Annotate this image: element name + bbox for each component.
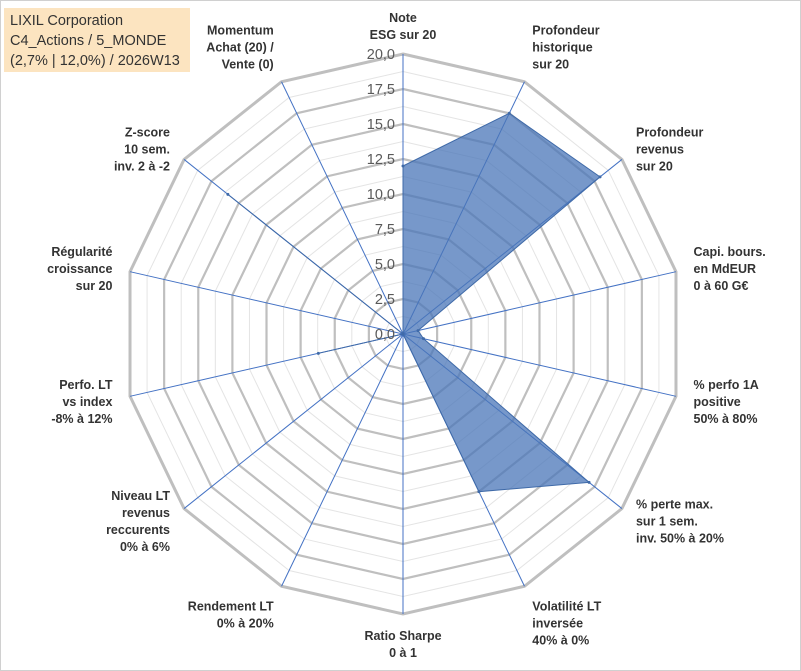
axis-label: % perfo 1A positive 50% à 80% [694,378,759,426]
category-label: C4_Actions / 5_MONDE [10,33,167,49]
data-point [421,337,425,341]
axis-label-line: Achat (20) / [206,41,274,55]
axis-label-line: Capi. bours. [694,245,766,259]
axis-label: Ratio Sharpe 0 à 1 [364,629,441,660]
axis-spoke [402,333,677,397]
axis-spoke [281,81,404,335]
axis-label-line: -8% à 12% [51,412,112,426]
axis-label-line: 0% à 6% [120,540,170,554]
axis-label: Note ESG sur 20 [370,11,437,42]
radar-axis-labels: Note ESG sur 20 Profondeur historique sur 20… [47,11,766,660]
tick-label: 2,5 [375,292,395,308]
axis-label-line: Profondeur [636,126,703,140]
tick-label: 5,0 [375,257,395,273]
axis-label-line: sur 1 sem. [636,514,698,528]
axis-spoke [402,271,677,335]
axis-label: Perfo. LT vs index -8% à 12% [51,378,113,426]
tick-label: 7,5 [375,222,395,238]
axis-label-line: positive [694,395,741,409]
axis-label-line: Note [389,11,417,25]
axis-label-line: Vente (0) [222,58,274,72]
axis-label-line: 40% à 0% [532,633,589,647]
axis-label: Capi. bours. en MdEUR 0 à 60 G€ [694,245,766,293]
chart-title-box: LIXIL Corporation C4_Actions / 5_MONDE (… [4,8,190,72]
data-point [226,192,230,196]
axis-label-line: revenus [636,143,684,157]
axis-label: Profondeur revenus sur 20 [636,126,703,174]
axis-label-line: en MdEUR [694,262,757,276]
axis-label-line: 50% à 80% [694,412,758,426]
axis-label-line: Ratio Sharpe [364,629,441,643]
axis-label-line: Volatilité LT [532,599,601,613]
axis-label: Profondeur historique sur 20 [532,24,599,72]
axis-label: Régularité croissance sur 20 [47,245,112,293]
axis-label-line: Niveau LT [111,489,170,503]
axis-label-line: reccurents [106,523,170,537]
data-point [401,164,405,168]
axis-spoke [281,333,404,587]
axis-label-line: sur 20 [76,279,113,293]
axis-label-line: sur 20 [636,160,673,174]
axis-label-line: 0 à 60 G€ [694,279,749,293]
axis-label: Volatilité LT inversée 40% à 0% [532,599,601,647]
axis-label-line: sur 20 [532,58,569,72]
axis-label-line: Profondeur [532,24,599,38]
axis-label-line: inv. 2 à -2 [114,160,170,174]
axis-label-line: inversée [532,616,583,630]
data-point [598,175,602,179]
axis-label-line: Régularité [51,245,112,259]
data-point [587,480,591,484]
axis-label-line: Rendement LT [188,599,274,613]
axis-label-line: ESG sur 20 [370,28,437,42]
radar-tick-labels: 0,0 2,5 5,0 7,5 10,0 12,5 15,0 17,5 20,0 [367,47,395,343]
axis-label-line: Perfo. LT [59,378,113,392]
axis-label-line: 0% à 20% [217,616,274,630]
data-point [316,351,320,355]
tick-label: 15,0 [367,117,395,133]
tick-label: 0,0 [375,327,395,343]
axis-label-line: inv. 50% à 20% [636,531,724,545]
axis-label-line: % perte max. [636,497,713,511]
data-point [416,329,420,333]
axis-label-line: vs index [62,395,112,409]
data-point [507,111,511,115]
axis-label-line: historique [532,41,592,55]
axis-label-line: croissance [47,262,112,276]
axis-label: Z-score 10 sem. inv. 2 à -2 [114,126,170,174]
axis-label-line: Momentum [207,24,274,38]
axis-label: Momentum Achat (20) / Vente (0) [206,24,274,72]
axis-label: % perte max. sur 1 sem. inv. 50% à 20% [636,497,724,545]
axis-label-line: % perfo 1A [694,378,759,392]
tick-label: 12,5 [367,152,395,168]
tick-label: 10,0 [367,187,395,203]
axis-label: Rendement LT 0% à 20% [188,599,274,630]
data-point [401,332,405,336]
data-point [477,490,481,494]
axis-spoke [129,271,404,335]
axis-label-line: 0 à 1 [389,646,417,660]
radar-series [226,111,602,494]
axis-spoke [183,333,404,509]
tick-label: 17,5 [367,82,395,98]
axis-label-line: revenus [122,506,170,520]
axis-label-line: Z-score [125,126,170,140]
axis-label: Niveau LT revenus reccurents 0% à 6% [106,489,170,554]
tick-label: 20,0 [367,47,395,63]
company-name: LIXIL Corporation [10,13,124,29]
axis-label-line: 10 sem. [124,143,170,157]
stats-label: (2,7% | 12,0%) / 2026W13 [10,53,180,69]
